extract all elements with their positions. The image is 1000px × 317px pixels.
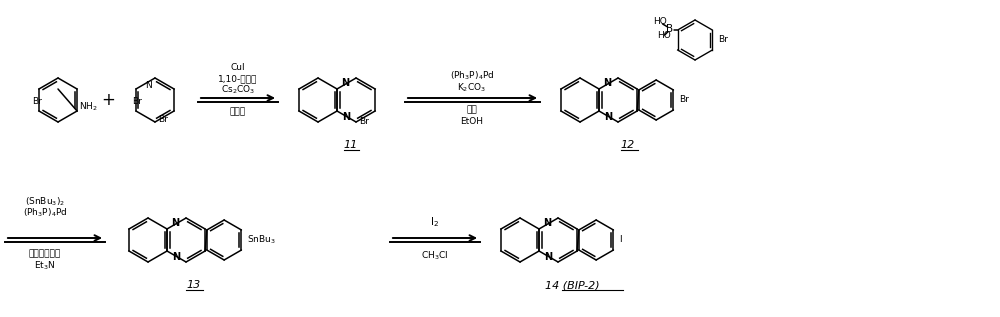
Text: NH$_2$: NH$_2$ (79, 101, 98, 113)
Text: Br: Br (359, 118, 369, 126)
Text: 二甲苯: 二甲苯 (230, 107, 246, 117)
Text: SnBu$_3$: SnBu$_3$ (247, 234, 276, 246)
Text: Br: Br (32, 97, 42, 106)
Text: HO: HO (657, 31, 671, 41)
Text: (SnBu$_3$)$_2$: (SnBu$_3$)$_2$ (25, 196, 65, 208)
Text: Br: Br (158, 115, 168, 125)
Text: 13: 13 (187, 280, 201, 290)
Text: Cs$_2$CO$_3$: Cs$_2$CO$_3$ (221, 84, 255, 96)
Text: 14 (BIP-2): 14 (BIP-2) (545, 280, 599, 290)
Text: N: N (172, 252, 180, 262)
Text: HO: HO (653, 17, 667, 27)
Text: N: N (341, 78, 349, 88)
Text: N: N (603, 78, 611, 88)
Text: I$_2$: I$_2$ (430, 215, 440, 229)
Text: (Ph$_3$P)$_4$Pd: (Ph$_3$P)$_4$Pd (450, 70, 494, 82)
Text: K$_2$CO$_3$: K$_2$CO$_3$ (457, 82, 487, 94)
Text: N: N (342, 112, 350, 122)
Text: Br: Br (718, 36, 728, 44)
Text: N: N (544, 252, 552, 262)
Text: (Ph$_3$P)$_4$Pd: (Ph$_3$P)$_4$Pd (23, 207, 67, 219)
Text: 1,10-菲绕啉: 1,10-菲绕啉 (218, 74, 258, 83)
Text: CH$_3$Cl: CH$_3$Cl (421, 250, 449, 262)
Text: N: N (145, 81, 152, 90)
Text: +: + (101, 91, 115, 109)
Text: 二氧杂环己烷: 二氧杂环己烷 (29, 249, 61, 258)
Text: Br: Br (679, 95, 689, 105)
Text: EtOH: EtOH (460, 117, 484, 126)
Text: N: N (604, 112, 612, 122)
Text: I: I (619, 236, 622, 244)
Text: Br: Br (132, 97, 142, 106)
Text: CuI: CuI (231, 63, 245, 73)
Text: B: B (666, 24, 673, 34)
Text: 11: 11 (344, 140, 358, 150)
Text: Et$_3$N: Et$_3$N (34, 260, 56, 272)
Text: N: N (171, 218, 179, 228)
Text: N: N (543, 218, 551, 228)
Text: 甲苯: 甲苯 (467, 106, 477, 114)
Text: 12: 12 (621, 140, 635, 150)
